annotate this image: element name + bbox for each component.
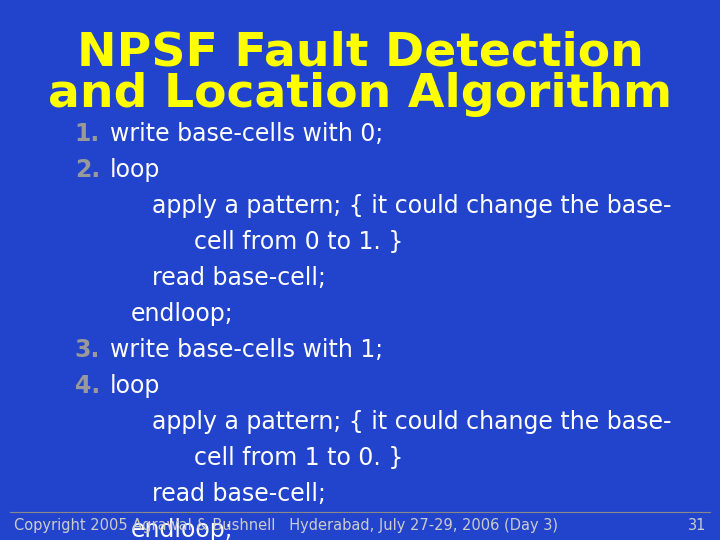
Text: loop: loop <box>110 374 161 398</box>
Text: Copyright 2005 Agrawal & Bushnell   Hyderabad, July 27-29, 2006 (Day 3): Copyright 2005 Agrawal & Bushnell Hydera… <box>14 518 558 533</box>
Text: 3.: 3. <box>75 338 100 362</box>
Text: and Location Algorithm: and Location Algorithm <box>48 72 672 117</box>
Text: 4.: 4. <box>75 374 100 398</box>
Text: loop: loop <box>110 158 161 182</box>
Text: write base-cells with 1;: write base-cells with 1; <box>110 338 383 362</box>
Text: read base-cell;: read base-cell; <box>152 266 326 290</box>
Text: cell from 0 to 1. }: cell from 0 to 1. } <box>194 230 403 254</box>
Text: 2.: 2. <box>75 158 100 182</box>
Text: endloop;: endloop; <box>131 518 233 540</box>
Text: apply a pattern; { it could change the base-: apply a pattern; { it could change the b… <box>152 410 672 434</box>
Text: apply a pattern; { it could change the base-: apply a pattern; { it could change the b… <box>152 194 672 218</box>
Text: 1.: 1. <box>75 122 100 146</box>
Text: 31: 31 <box>688 518 706 533</box>
Text: write base-cells with 0;: write base-cells with 0; <box>110 122 383 146</box>
Text: read base-cell;: read base-cell; <box>152 482 326 506</box>
Text: endloop;: endloop; <box>131 302 233 326</box>
Text: cell from 1 to 0. }: cell from 1 to 0. } <box>194 446 403 470</box>
Text: NPSF Fault Detection: NPSF Fault Detection <box>76 30 644 75</box>
